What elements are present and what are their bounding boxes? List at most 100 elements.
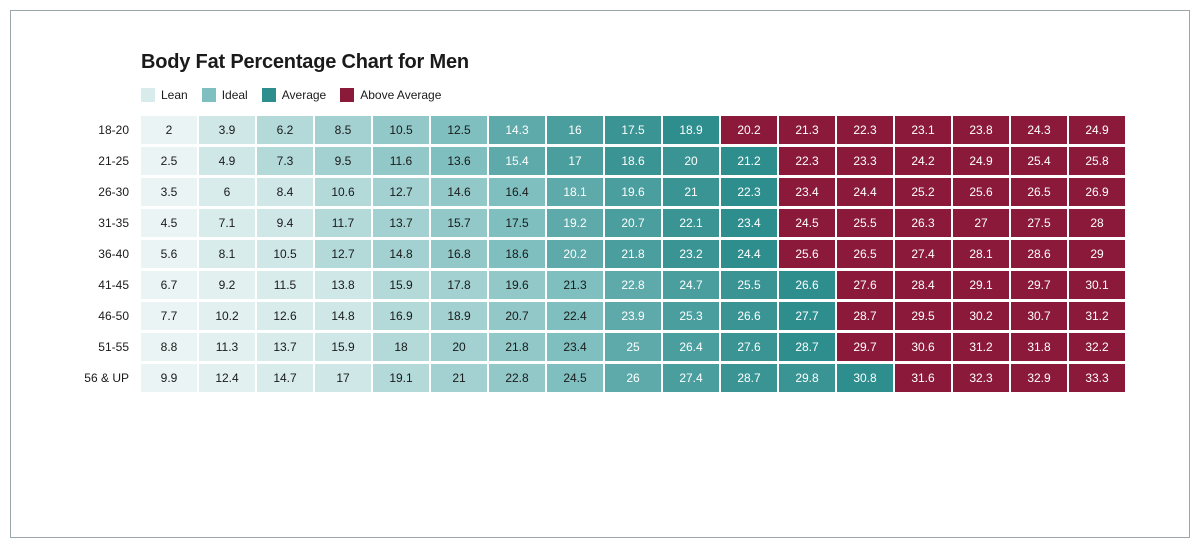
data-cell: 7.7 (141, 302, 197, 330)
data-cell: 23.9 (605, 302, 661, 330)
data-cell: 22.8 (605, 271, 661, 299)
data-cell: 27 (953, 209, 1009, 237)
data-cell: 3.5 (141, 178, 197, 206)
data-cell: 17.5 (605, 116, 661, 144)
data-cell: 12.7 (315, 240, 371, 268)
data-cell: 30.8 (837, 364, 893, 392)
data-cell: 14.8 (373, 240, 429, 268)
data-cell: 25.5 (837, 209, 893, 237)
data-cell: 23.4 (721, 209, 777, 237)
data-cell: 24.9 (1069, 116, 1125, 144)
data-cell: 9.5 (315, 147, 371, 175)
data-cell: 26.5 (837, 240, 893, 268)
data-cell: 13.7 (373, 209, 429, 237)
data-cell: 4.9 (199, 147, 255, 175)
data-cell: 16.8 (431, 240, 487, 268)
table-row: 56 & UP9.912.414.71719.12122.824.52627.4… (141, 364, 1159, 392)
data-cell: 20.2 (721, 116, 777, 144)
data-cell: 22.3 (837, 116, 893, 144)
data-cell: 26.6 (721, 302, 777, 330)
data-cell: 26.3 (895, 209, 951, 237)
data-cell: 23.3 (837, 147, 893, 175)
data-cell: 12.5 (431, 116, 487, 144)
legend: LeanIdealAverageAbove Average (141, 88, 1159, 102)
legend-swatch (202, 88, 216, 102)
data-cell: 16.4 (489, 178, 545, 206)
data-cell: 17.8 (431, 271, 487, 299)
data-cell: 24.4 (837, 178, 893, 206)
data-cell: 8.8 (141, 333, 197, 361)
data-cell: 25 (605, 333, 661, 361)
data-cell: 30.1 (1069, 271, 1125, 299)
data-cell: 19.6 (489, 271, 545, 299)
data-cell: 29.5 (895, 302, 951, 330)
data-cell: 20.2 (547, 240, 603, 268)
table-row: 41-456.79.211.513.815.917.819.621.322.82… (141, 271, 1159, 299)
legend-swatch (262, 88, 276, 102)
legend-item: Above Average (340, 88, 441, 102)
data-cell: 24.5 (779, 209, 835, 237)
data-cell: 10.6 (315, 178, 371, 206)
data-cell: 18 (373, 333, 429, 361)
data-cell: 28 (1069, 209, 1125, 237)
data-cell: 21 (431, 364, 487, 392)
data-cell: 28.6 (1011, 240, 1067, 268)
data-cell: 25.5 (721, 271, 777, 299)
data-cell: 17 (315, 364, 371, 392)
data-cell: 11.3 (199, 333, 255, 361)
table-row: 26-303.568.410.612.714.616.418.119.62122… (141, 178, 1159, 206)
legend-item: Average (262, 88, 326, 102)
data-cell: 20.7 (605, 209, 661, 237)
data-cell: 19.1 (373, 364, 429, 392)
data-cell: 24.9 (953, 147, 1009, 175)
data-cell: 15.9 (373, 271, 429, 299)
data-cell: 18.9 (663, 116, 719, 144)
data-cell: 28.1 (953, 240, 1009, 268)
data-cell: 23.8 (953, 116, 1009, 144)
data-cell: 13.6 (431, 147, 487, 175)
data-cell: 30.6 (895, 333, 951, 361)
data-cell: 19.6 (605, 178, 661, 206)
data-cell: 26.4 (663, 333, 719, 361)
data-cell: 28.7 (779, 333, 835, 361)
data-cell: 29 (1069, 240, 1125, 268)
data-cell: 26.9 (1069, 178, 1125, 206)
data-cell: 3.9 (199, 116, 255, 144)
data-cell: 15.4 (489, 147, 545, 175)
data-cell: 10.5 (373, 116, 429, 144)
data-cell: 27.4 (895, 240, 951, 268)
data-cell: 24.2 (895, 147, 951, 175)
data-cell: 17 (547, 147, 603, 175)
data-cell: 6 (199, 178, 255, 206)
data-cell: 14.7 (257, 364, 313, 392)
data-cell: 16 (547, 116, 603, 144)
table-row: 31-354.57.19.411.713.715.717.519.220.722… (141, 209, 1159, 237)
row-label: 51-55 (81, 340, 139, 354)
data-cell: 28.7 (721, 364, 777, 392)
data-cell: 20 (431, 333, 487, 361)
data-cell: 5.6 (141, 240, 197, 268)
data-cell: 32.3 (953, 364, 1009, 392)
data-cell: 27.5 (1011, 209, 1067, 237)
chart-title: Body Fat Percentage Chart for Men (141, 51, 1159, 74)
data-cell: 10.2 (199, 302, 255, 330)
data-cell: 22.8 (489, 364, 545, 392)
data-cell: 12.4 (199, 364, 255, 392)
data-cell: 23.1 (895, 116, 951, 144)
data-cell: 15.7 (431, 209, 487, 237)
data-cell: 31.6 (895, 364, 951, 392)
data-cell: 2.5 (141, 147, 197, 175)
data-cell: 25.4 (1011, 147, 1067, 175)
data-cell: 13.7 (257, 333, 313, 361)
data-cell: 9.9 (141, 364, 197, 392)
data-cell: 31.2 (953, 333, 1009, 361)
row-label: 31-35 (81, 216, 139, 230)
data-cell: 18.9 (431, 302, 487, 330)
data-cell: 24.3 (1011, 116, 1067, 144)
legend-swatch (141, 88, 155, 102)
data-cell: 29.8 (779, 364, 835, 392)
data-cell: 26.5 (1011, 178, 1067, 206)
legend-item: Lean (141, 88, 188, 102)
data-cell: 23.4 (779, 178, 835, 206)
data-cell: 23.4 (547, 333, 603, 361)
